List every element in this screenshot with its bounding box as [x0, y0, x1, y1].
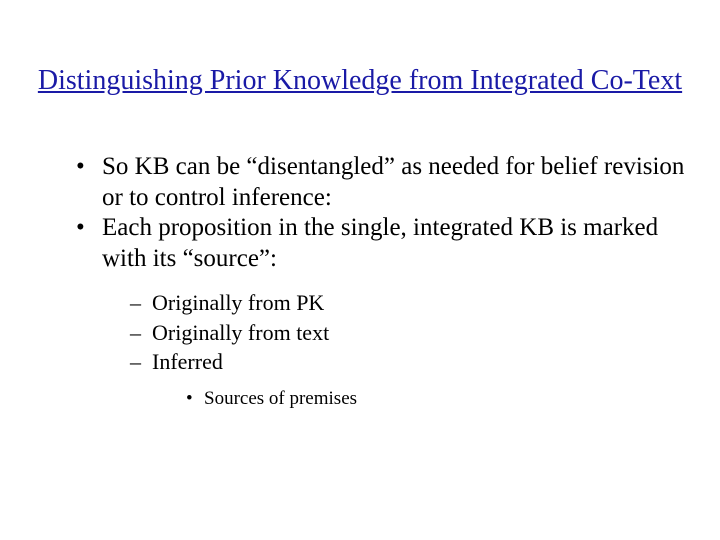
list-item: Inferred Sources of premises: [130, 347, 690, 411]
bullet-text: Sources of premises: [204, 388, 357, 409]
list-item: Originally from text: [130, 318, 690, 348]
list-item: Each proposition in the single, integrat…: [76, 213, 690, 412]
list-item: So KB can be “disentangled” as needed fo…: [76, 152, 690, 213]
bullet-list-level2: Originally from PK Originally from text …: [130, 288, 690, 412]
list-item: Sources of premises: [186, 387, 690, 412]
list-item: Originally from PK: [130, 288, 690, 318]
slide-title: Distinguishing Prior Knowledge from Inte…: [30, 65, 690, 97]
bullet-list-level3: Sources of premises: [186, 387, 690, 412]
bullet-text: Originally from text: [152, 320, 329, 345]
bullet-text: So KB can be “disentangled” as needed fo…: [102, 153, 684, 211]
bullet-text: Inferred: [152, 349, 223, 374]
bullet-text: Originally from PK: [152, 290, 324, 315]
bullet-text: Each proposition in the single, integrat…: [102, 214, 658, 272]
bullet-list-level1: So KB can be “disentangled” as needed fo…: [76, 152, 690, 412]
slide: Distinguishing Prior Knowledge from Inte…: [0, 0, 720, 540]
